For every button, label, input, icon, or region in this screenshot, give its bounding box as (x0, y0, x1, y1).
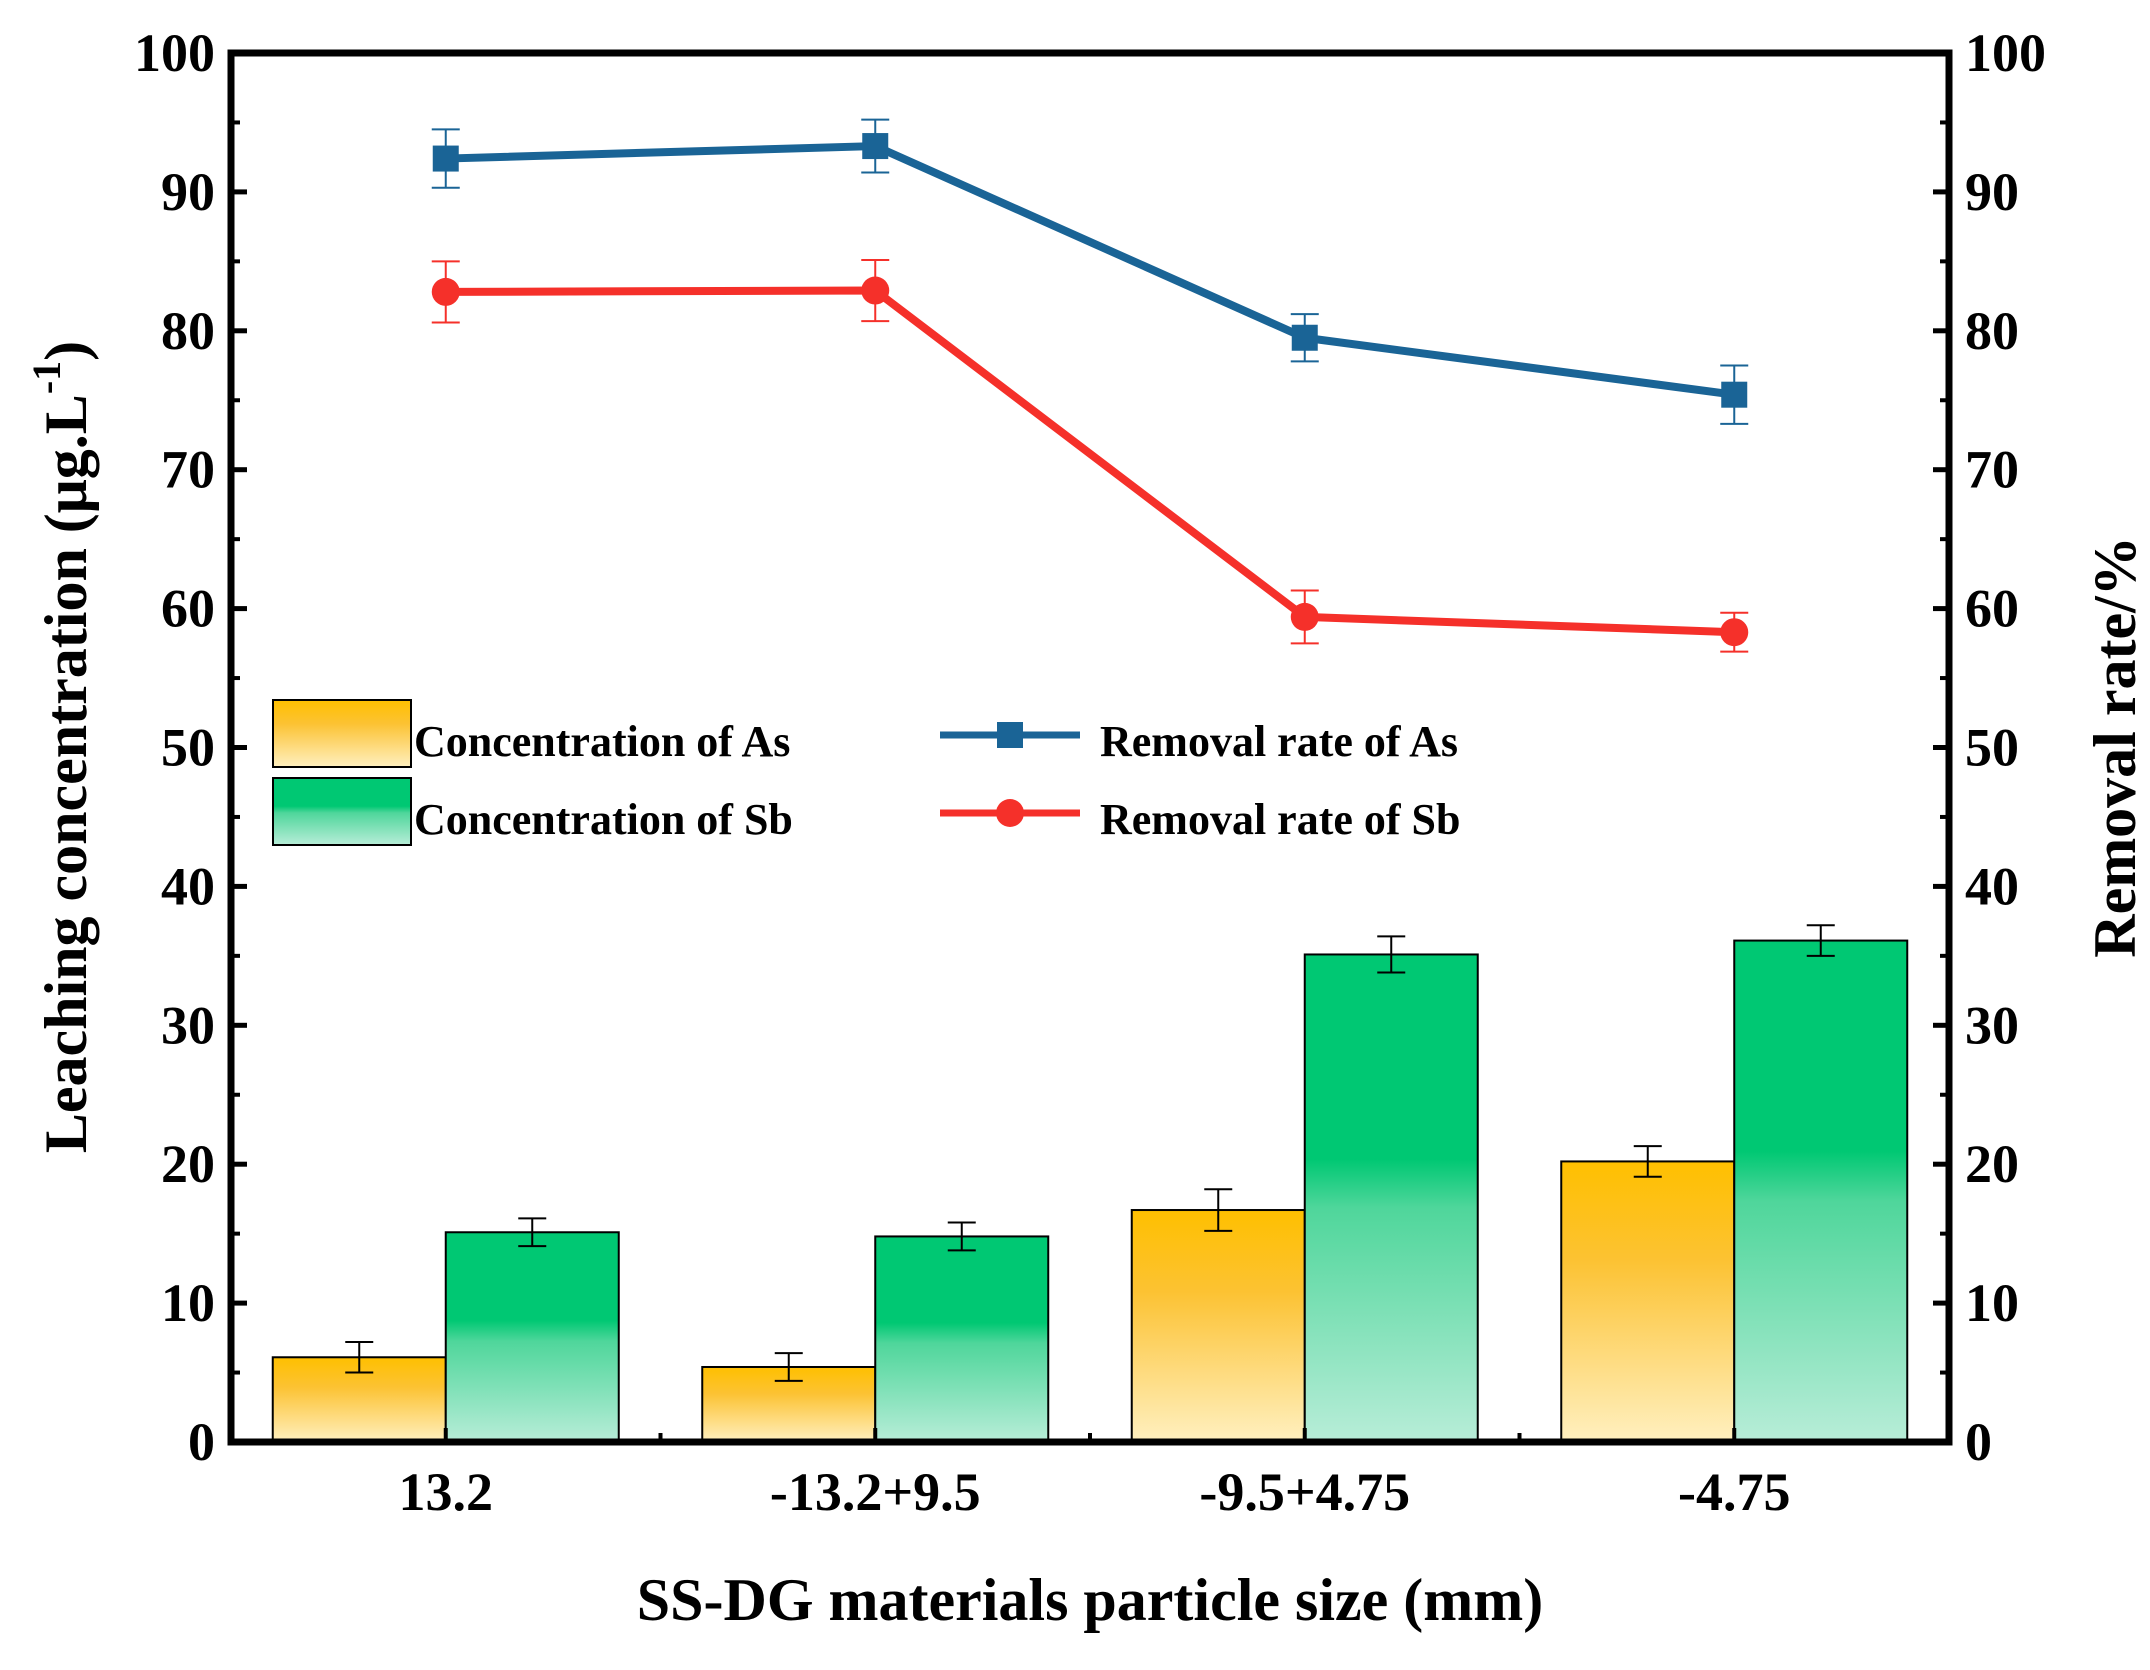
marker-removal-sb-3 (1720, 618, 1749, 647)
legend-label-removal-sb: Removal rate of Sb (1100, 795, 1461, 844)
line-removal-as (445, 142, 1735, 399)
y2-tick-label-30: 30 (1965, 995, 2019, 1055)
y-tick-label-80: 80 (161, 301, 215, 361)
x-axis-title: SS-DG materials particle size (mm) (637, 1567, 1543, 1633)
y2-tick-label-80: 80 (1965, 301, 2019, 361)
y-axis-title: Leaching concentration (μg.L-1) (24, 341, 99, 1153)
legend: Concentration of As Concentration of Sb … (272, 699, 1461, 846)
x-tick-label-1: -13.2+9.5 (770, 1462, 981, 1522)
bar-as-2 (1130, 1209, 1306, 1443)
line-removal-sb (445, 286, 1735, 637)
y2-tick-label-50: 50 (1965, 718, 2019, 778)
bar-error-as-3 (1633, 1145, 1662, 1178)
y-tick-label-40: 40 (161, 856, 215, 916)
left-axis: 0 10 20 30 40 50 60 70 80 90 100 (134, 23, 247, 1472)
legend-label-removal-as: Removal rate of As (1100, 717, 1458, 766)
legend-swatch-as (272, 699, 412, 768)
y-tick-label-70: 70 (161, 440, 215, 500)
marker-removal-sb-0 (431, 277, 460, 306)
y-tick-label-30: 30 (161, 995, 215, 1055)
legend-label-as: Concentration of As (414, 717, 790, 766)
bar-as-3 (1560, 1160, 1736, 1443)
bar-error-as-0 (345, 1340, 374, 1374)
y2-tick-label-40: 40 (1965, 856, 2019, 916)
bar-error-sb-2 (1377, 935, 1406, 974)
bar-sb-0 (444, 1231, 620, 1443)
y-axis-title-sup: -1 (24, 361, 69, 394)
bar-error-sb-1 (947, 1221, 976, 1252)
bars-layer (271, 939, 1909, 1444)
legend-marker-sb (996, 799, 1024, 827)
bar-sb-2 (1303, 953, 1479, 1443)
legend-label-sb: Concentration of Sb (414, 795, 793, 844)
y-tick-label-90: 90 (161, 162, 215, 222)
bar-error-bars (345, 924, 1835, 1382)
right-axis: 0 10 20 30 40 50 60 70 80 90 100 (1933, 23, 2046, 1472)
x-axis: 13.2 -13.2+9.5 -9.5+4.75 -4.75 (399, 1428, 1790, 1522)
lines-layer (431, 118, 1749, 653)
y2-tick-label-60: 60 (1965, 579, 2019, 639)
bar-sb-3 (1733, 939, 1909, 1443)
y2-tick-label-90: 90 (1965, 162, 2019, 222)
y-tick-label-10: 10 (161, 1273, 215, 1333)
marker-removal-as-1 (862, 133, 889, 160)
bar-error-as-1 (774, 1352, 803, 1382)
y2-tick-label-0: 0 (1965, 1412, 1992, 1472)
y-axis-title-close: ) (33, 341, 99, 361)
marker-removal-as-0 (432, 145, 459, 172)
legend-swatch-sb (272, 777, 412, 846)
y-tick-label-50: 50 (161, 718, 215, 778)
y2-tick-label-100: 100 (1965, 23, 2046, 83)
y2-axis-title: Removal rate/% (2082, 536, 2148, 958)
legend-marker-as (997, 722, 1023, 748)
bar-sb-1 (874, 1235, 1050, 1443)
y2-tick-label-10: 10 (1965, 1273, 2019, 1333)
marker-removal-as-2 (1291, 324, 1318, 351)
y-tick-label-0: 0 (188, 1412, 215, 1472)
y2-tick-label-70: 70 (1965, 440, 2019, 500)
marker-removal-sb-1 (861, 276, 890, 305)
y-tick-label-100: 100 (134, 23, 215, 83)
x-tick-label-2: -9.5+4.75 (1199, 1462, 1410, 1522)
bar-error-as-2 (1204, 1188, 1233, 1232)
y2-tick-label-20: 20 (1965, 1134, 2019, 1194)
marker-removal-as-3 (1721, 381, 1748, 408)
x-tick-label-3: -4.75 (1678, 1462, 1790, 1522)
y-tick-label-20: 20 (161, 1134, 215, 1194)
bar-error-sb-3 (1806, 924, 1835, 957)
y-tick-label-60: 60 (161, 579, 215, 639)
marker-removal-sb-2 (1290, 602, 1319, 631)
bar-error-sb-0 (518, 1217, 547, 1248)
y-axis-title-main: Leaching concentration (μg.L (33, 394, 99, 1153)
x-tick-label-0: 13.2 (399, 1462, 494, 1522)
